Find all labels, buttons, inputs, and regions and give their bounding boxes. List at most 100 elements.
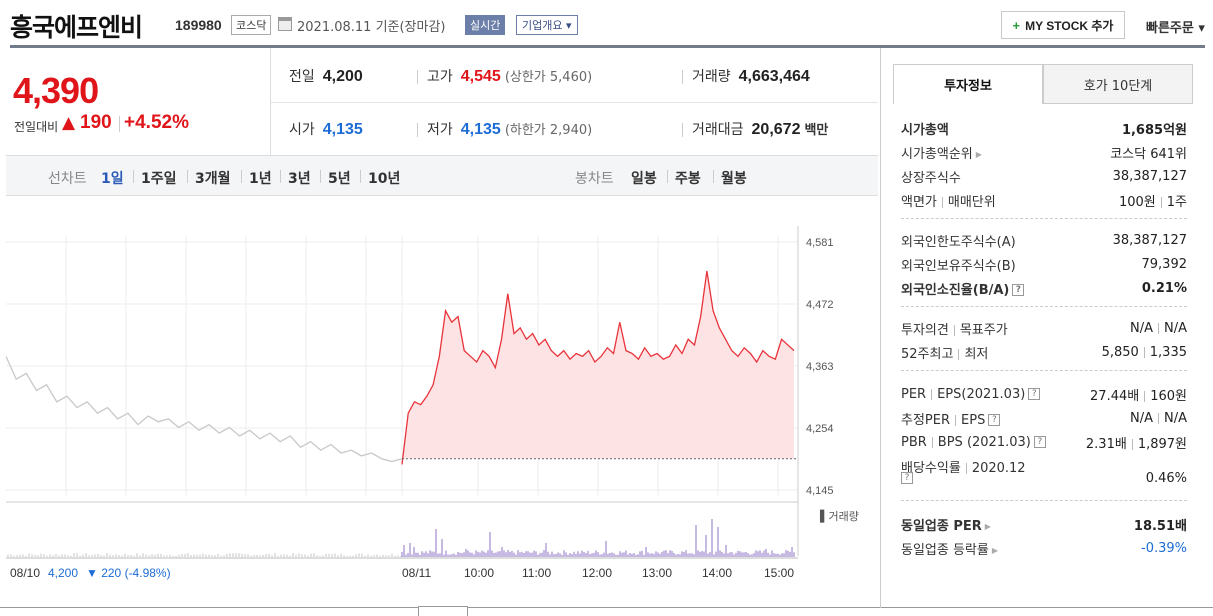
- company-overview-dropdown[interactable]: 기업개요 ▾: [516, 15, 578, 35]
- cap-rank-row[interactable]: 시가총액순위 ▶ 코스닥 641위: [901, 140, 1187, 164]
- sector-per-label: 동일업종 PER: [901, 518, 982, 534]
- tab-1week[interactable]: 1주일: [141, 171, 177, 187]
- realtime-button[interactable]: 실시간: [465, 15, 506, 35]
- tab-3month[interactable]: 3개월: [195, 171, 231, 187]
- divider: [417, 70, 418, 84]
- sector-change-label: 동일업종 등락률: [901, 542, 989, 558]
- sector-change-row[interactable]: 동일업종 등락률 ▶ -0.39%: [901, 536, 1187, 560]
- help-icon[interactable]: ?: [1028, 388, 1041, 400]
- add-my-stock-button[interactable]: + MY STOCK 추가: [1001, 11, 1125, 39]
- dividend-value-row: ? 0.46%: [901, 466, 1187, 490]
- change-value: 190: [80, 112, 112, 133]
- foreign-limit-row: 외국인한도주식수(A) 38,387,127: [901, 228, 1187, 252]
- tab-1day[interactable]: 1일: [101, 171, 124, 187]
- invest-tabs: 투자정보 호가 10단계: [893, 64, 1193, 104]
- tab-divider: [241, 170, 242, 183]
- per-row: PER EPS(2021.03)? 27.44배 160원: [901, 382, 1187, 406]
- x-tick-label: 10:00: [464, 566, 494, 580]
- bottom-divider: [0, 607, 1213, 608]
- tab-invest-info[interactable]: 투자정보: [893, 64, 1043, 104]
- tab-weekly-candle[interactable]: 주봉: [675, 171, 701, 187]
- divider: [901, 218, 1187, 219]
- shares-row: 상장주식수 38,387,127: [901, 164, 1187, 188]
- dividend-label: 배당수익률: [901, 460, 961, 476]
- help-icon[interactable]: ?: [1033, 436, 1046, 448]
- market-cap-row: 시가총액 1,685억원: [901, 116, 1187, 140]
- add-my-stock-label: MY STOCK 추가: [1025, 18, 1114, 33]
- dividend-year: 2020.12: [971, 460, 1026, 476]
- arrow-right-icon: ▶: [984, 521, 991, 531]
- high-value: 4,545: [460, 68, 501, 85]
- high-label: 고가: [427, 69, 453, 85]
- trade-amount: 거래대금 20,672 백만: [692, 119, 828, 139]
- est-per-label: 추정PER: [901, 412, 951, 428]
- y-tick-label: 4,472: [806, 299, 834, 311]
- amount-unit: 백만: [804, 123, 829, 138]
- tab-10year[interactable]: 10년: [368, 171, 401, 187]
- opinion-label: 투자의견: [901, 322, 949, 338]
- tab-monthly-candle[interactable]: 월봉: [721, 171, 747, 187]
- volume-legend: ▌거래량: [819, 509, 859, 523]
- help-icon[interactable]: ?: [988, 414, 1001, 426]
- tab-divider: [667, 170, 668, 183]
- prev-close-value: 4,200: [322, 68, 363, 85]
- foreign-limit-value: 38,387,127: [1112, 232, 1187, 248]
- tab-daily-candle[interactable]: 일봉: [631, 171, 657, 187]
- tab-divider: [320, 170, 321, 183]
- foreign-hold-value: 79,392: [1141, 256, 1188, 272]
- cap-rank-value: 코스닥 641위: [1110, 146, 1187, 162]
- sector-per-row[interactable]: 동일업종 PER ▶ 18.51배: [901, 512, 1187, 536]
- pbr-row: PBR BPS (2021.03)? 2.31배 1,897원: [901, 430, 1187, 454]
- foreign-hold-label: 외국인보유주식수(B): [901, 258, 1016, 274]
- bps-value: 1,897원: [1137, 436, 1187, 452]
- date-text: 2021.08.11 기준(장마감): [297, 20, 446, 35]
- up-arrow-icon: ▲: [62, 113, 76, 133]
- w52-low-label: 최저: [964, 346, 989, 362]
- quick-order-button[interactable]: 빠른주문 ▾: [1146, 21, 1205, 36]
- footer-prev-close: 4,200: [48, 566, 78, 580]
- x-tick-label: 08/11: [402, 566, 431, 580]
- arrow-right-icon: ▶: [991, 545, 999, 555]
- divider: [901, 500, 1187, 501]
- x-tick-label: 12:00: [582, 566, 612, 580]
- invest-table: 시가총액 1,685억원 시가총액순위 ▶ 코스닥 641위 상장주식수 38,3…: [893, 104, 1193, 564]
- tab-divider: [187, 170, 188, 183]
- amount-value: 20,672: [751, 121, 801, 138]
- amount-label: 거래대금: [692, 122, 744, 138]
- high-price: 고가 4,545 (상한가 5,460): [427, 66, 592, 86]
- x-tick-label: 13:00: [642, 566, 672, 580]
- summary-horizontal-divider: [271, 102, 878, 103]
- cap-rank-label: 시가총액순위: [901, 146, 973, 162]
- calendar-icon: [278, 17, 292, 31]
- x-tick-label: 11:00: [522, 566, 551, 580]
- change-divider: [119, 116, 120, 132]
- help-icon[interactable]: ?: [901, 472, 913, 484]
- opinion-value: N/A: [1130, 320, 1153, 336]
- est-eps-value: N/A: [1164, 410, 1187, 426]
- est-per-value: N/A: [1130, 410, 1153, 426]
- expand-handle[interactable]: [418, 606, 468, 616]
- par-row: 액면가 매매단위 100원 1주: [901, 188, 1187, 212]
- est-per-row: 추정PER EPS? N/A N/A: [901, 406, 1187, 430]
- chart-svg: 4,581 4,472 4,363 4,254 4,145 ▌거래량 08/10 08/11 1…: [6, 226, 859, 580]
- tab-3year[interactable]: 3년: [288, 171, 311, 187]
- tab-divider: [133, 170, 134, 183]
- market-cap-label: 시가총액: [901, 122, 949, 138]
- foreign-limit-label: 외국인한도주식수(A): [901, 234, 1016, 250]
- price-chart[interactable]: 4,581 4,472 4,363 4,254 4,145 ▌거래량 08/10 08/11 1…: [6, 196, 878, 608]
- low-price: 저가 4,135 (하한가 2,940): [427, 119, 592, 139]
- open-label: 시가: [289, 122, 315, 138]
- sector-change-value: -0.39%: [1141, 540, 1187, 556]
- tab-1year[interactable]: 1년: [249, 171, 272, 187]
- y-tick-label: 4,581: [806, 237, 834, 249]
- help-icon[interactable]: ?: [1012, 284, 1025, 296]
- summary-vertical-divider: [270, 48, 271, 156]
- tab-5year[interactable]: 5년: [328, 171, 351, 187]
- target-value: N/A: [1164, 320, 1187, 336]
- eps-label: EPS(2021.03): [937, 386, 1026, 402]
- stock-header: 흥국에프엔비 189980 코스닥 2021.08.11 기준(장마감) 실시간…: [0, 0, 1213, 48]
- est-eps-label: EPS: [961, 412, 986, 428]
- candle-chart-label: 봉차트: [575, 171, 614, 187]
- volume-label: 거래량: [692, 69, 731, 85]
- tab-orderbook[interactable]: 호가 10단계: [1043, 64, 1193, 104]
